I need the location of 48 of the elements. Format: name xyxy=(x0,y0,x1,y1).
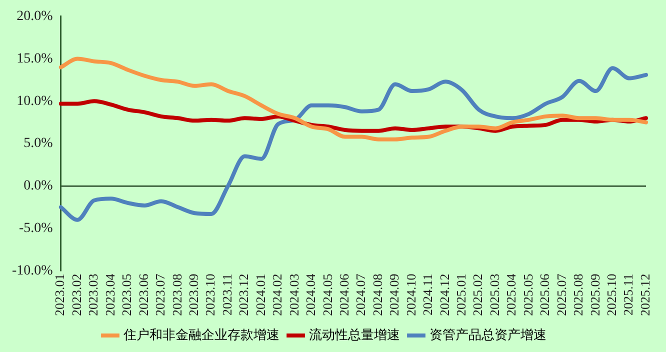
line-series xyxy=(58,66,648,222)
x-tick-label: 2025.11 xyxy=(620,274,636,316)
x-tick-label: 2023.02 xyxy=(68,274,84,316)
x-tick-label: 2023.08 xyxy=(169,274,184,316)
x-tick-label: 2024.12 xyxy=(436,274,452,316)
x-tick-label: 2024.08 xyxy=(370,274,385,316)
x-tick-label: 2025.05 xyxy=(520,274,536,316)
x-tick-label: 2023.04 xyxy=(102,273,118,316)
x-tick-label: 2024.06 xyxy=(336,273,352,316)
line-series xyxy=(58,56,648,142)
x-tick-label: 2024.02 xyxy=(270,274,285,316)
x-tick-label: 2024.11 xyxy=(420,274,436,316)
x-tick-label: 2025.07 xyxy=(554,273,569,316)
y-tick-label: 10.0% xyxy=(16,94,54,109)
x-tick-label: 2025.10 xyxy=(604,274,619,316)
x-tick-label: 2024.10 xyxy=(403,274,418,316)
x-tick-label: 2024.03 xyxy=(286,274,302,316)
x-tick-label: 2023.10 xyxy=(202,274,218,316)
y-tick-label: -5.0% xyxy=(18,221,54,236)
x-tick-label: 2025.06 xyxy=(537,273,552,316)
x-tick-label: 2024.07 xyxy=(353,273,368,316)
x-tick-label: 2025.09 xyxy=(587,274,602,316)
x-tick-label: 2025.02 xyxy=(470,274,486,316)
x-tick-label: 2023.01 xyxy=(52,274,68,316)
y-tick-label: -10.0% xyxy=(12,263,54,278)
x-tick-label: 2025.12 xyxy=(637,274,652,316)
x-tick-label: 2024.09 xyxy=(386,274,402,316)
legend-label: 流动性总量增速 xyxy=(308,326,400,343)
y-tick-label: 5.0% xyxy=(24,136,54,152)
x-tick-label: 2023.11 xyxy=(219,274,234,316)
x-tick-label: 2023.06 xyxy=(136,273,151,316)
x-tick-label: 2025.08 xyxy=(570,274,586,316)
x-tick-label: 2024.05 xyxy=(320,274,335,316)
y-tick-label: 15.0% xyxy=(16,51,54,66)
legend-label: 资管产品总资产增速 xyxy=(429,328,546,343)
y-tick-label: 0.0% xyxy=(24,178,54,194)
x-tick-label: 2024.04 xyxy=(303,273,318,316)
x-tick-label: 2023.09 xyxy=(186,274,201,316)
x-tick-label: 2023.07 xyxy=(152,273,168,316)
x-tick-label: 2025.04 xyxy=(504,273,519,316)
x-tick-label: 2023.03 xyxy=(86,274,101,316)
x-tick-label: 2023.12 xyxy=(236,274,252,316)
legend-label: 住户和非金融企业存款增速 xyxy=(122,328,280,343)
x-tick-label: 2025.03 xyxy=(486,274,502,316)
x-tick-label: 2024.01 xyxy=(252,274,268,316)
x-tick-label: 2025.01 xyxy=(454,274,469,316)
x-tick-label: 2023.05 xyxy=(119,274,134,316)
y-tick-label: 20.0% xyxy=(16,9,54,24)
